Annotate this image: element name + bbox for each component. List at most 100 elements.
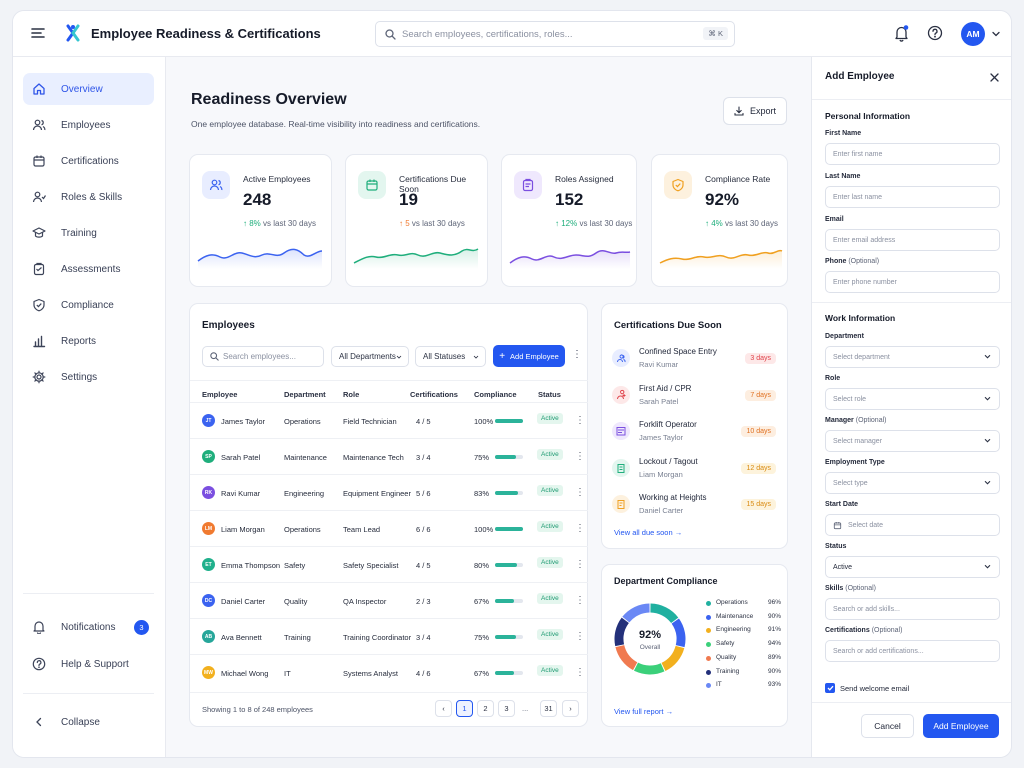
due-list-item[interactable]: Working at Heights Daniel Carter 15 days — [602, 488, 788, 524]
start-date-field[interactable]: Select date — [825, 514, 1000, 536]
role-select[interactable]: Select role — [825, 388, 1000, 410]
first-name-field[interactable]: Enter first name — [825, 143, 1000, 165]
row-actions-icon[interactable]: ⋮ — [575, 415, 585, 426]
row-actions-icon[interactable]: ⋮ — [575, 667, 585, 678]
field-optional-text: (Optional) — [845, 585, 876, 592]
row-actions-icon[interactable]: ⋮ — [575, 487, 585, 498]
page-button-3[interactable]: 3 — [498, 700, 515, 717]
column-header-status[interactable]: Status — [538, 390, 561, 399]
status-filter-select[interactable]: All Statuses — [415, 346, 486, 367]
nav-label: Reports — [61, 335, 97, 347]
table-row[interactable]: ET Emma Thompson Safety Safety Specialist 4 … — [190, 546, 588, 582]
page-button-31[interactable]: 31 — [540, 700, 557, 717]
department-filter-select[interactable]: All Departments — [331, 346, 409, 367]
next-page-button[interactable]: › — [562, 700, 579, 717]
column-header-certifications[interactable]: Certifications — [410, 390, 458, 399]
nav-item-settings[interactable]: Settings — [23, 361, 154, 393]
column-header-compliance[interactable]: Compliance — [474, 390, 517, 399]
cancel-button[interactable]: Cancel — [861, 714, 914, 738]
nav-item-training[interactable]: Training — [23, 217, 154, 249]
stat-value: 248 — [243, 190, 272, 209]
chevron-down-icon[interactable] — [992, 31, 1000, 37]
table-row[interactable]: RK Ravi Kumar Engineering Equipment Enginee… — [190, 474, 588, 510]
employees-search-input[interactable]: Search employees... — [202, 346, 324, 367]
nav-item-reports[interactable]: Reports — [23, 325, 154, 357]
plus-icon: + — [499, 350, 506, 362]
column-header-department[interactable]: Department — [284, 390, 326, 399]
certifications-field[interactable]: Search or add certifications... — [825, 640, 1000, 662]
column-header-role[interactable]: Role — [343, 390, 360, 399]
skills-field[interactable]: Search or add skills... — [825, 598, 1000, 620]
status-select[interactable]: Active — [825, 556, 1000, 578]
manager-select[interactable]: Select manager — [825, 430, 1000, 452]
nav-label: Help & Support — [61, 658, 129, 670]
stat-title: Certifications Due Soon — [399, 174, 467, 194]
close-icon[interactable] — [990, 73, 999, 82]
row-actions-icon[interactable]: ⋮ — [575, 451, 585, 462]
status-label: Status — [825, 543, 846, 550]
bell-icon[interactable] — [894, 25, 909, 42]
row-actions-icon[interactable]: ⋮ — [575, 595, 585, 606]
view-all-due-link[interactable]: View all due soon → — [614, 528, 682, 537]
export-button[interactable]: Export — [723, 97, 787, 125]
employee-department: Quality — [284, 597, 308, 606]
employee-role: Maintenance Tech — [343, 453, 404, 462]
last-name-field[interactable]: Enter last name — [825, 186, 1000, 208]
send-welcome-email-checkbox[interactable] — [825, 683, 835, 693]
view-full-report-link[interactable]: View full report → — [614, 707, 673, 716]
phone-field[interactable]: Enter phone number — [825, 271, 1000, 293]
column-header-employee[interactable]: Employee — [202, 390, 238, 399]
table-row[interactable]: SP Sarah Patel Maintenance Maintenance Tech… — [190, 438, 588, 474]
page-button-2[interactable]: 2 — [477, 700, 494, 717]
arrow-right-icon: → — [674, 528, 683, 537]
page-button-1[interactable]: 1 — [456, 700, 473, 717]
due-list-item[interactable]: Forklift Operator James Taylor 10 days — [602, 415, 788, 451]
field-label-text: Role — [825, 375, 841, 382]
stat-delta-value: 12% — [561, 219, 578, 228]
row-actions-icon[interactable]: ⋮ — [575, 631, 585, 642]
stat-title: Active Employees — [243, 174, 311, 184]
legend-value: 90% — [768, 667, 782, 675]
table-row[interactable]: JT James Taylor Operations Field Technician… — [190, 402, 588, 438]
nav-item-certifications[interactable]: Certifications — [23, 145, 154, 177]
due-days-badge: 15 days — [741, 499, 776, 510]
donut-segment — [661, 645, 685, 671]
due-list-item[interactable]: Confined Space Entry Ravi Kumar 3 days — [602, 342, 788, 378]
field-label-text: First Name — [825, 130, 862, 137]
due-certification-title: Confined Space Entry — [639, 347, 717, 356]
add-employee-button[interactable]: + Add Employee — [493, 345, 565, 367]
help-icon[interactable] — [927, 25, 943, 41]
nav-item-notifications[interactable]: Notifications 3 — [23, 611, 154, 643]
due-list-item[interactable]: Lockout / Tagout Liam Morgan 12 days — [602, 452, 788, 488]
department-select[interactable]: Select department — [825, 346, 1000, 368]
add-employee-submit-button[interactable]: Add Employee — [923, 714, 999, 738]
nav-item-overview[interactable]: Overview — [23, 73, 154, 105]
employee-certifications: 5 / 6 — [416, 489, 431, 498]
user-avatar[interactable]: AM — [961, 22, 985, 46]
arrow-up-icon: ↑ — [243, 219, 247, 228]
table-row[interactable]: DC Daniel Carter Quality QA Inspector 2 / 3 6… — [190, 582, 588, 618]
nav-item-assessments[interactable]: Assessments — [23, 253, 154, 285]
bell-icon — [31, 619, 47, 635]
due-list-item[interactable]: First Aid / CPR Sarah Patel 7 days — [602, 379, 788, 415]
employment-type-select[interactable]: Select type — [825, 472, 1000, 494]
email-field[interactable]: Enter email address — [825, 229, 1000, 251]
prev-page-button[interactable]: ‹ — [435, 700, 452, 717]
legend-swatch — [706, 628, 711, 634]
table-row[interactable]: MW Michael Wong IT Systems Analyst 4 / 6 67% A… — [190, 654, 588, 690]
table-row[interactable]: AB Ava Bennett Training Training Coordinato… — [190, 618, 588, 654]
nav-item-employees[interactable]: Employees — [23, 109, 154, 141]
row-actions-icon[interactable]: ⋮ — [575, 559, 585, 570]
nav-item-help-support[interactable]: Help & Support — [23, 648, 154, 680]
menu-icon[interactable] — [31, 27, 45, 39]
field-label-text: Skills — [825, 585, 844, 592]
global-search-input[interactable]: Search employees, certifications, roles.… — [375, 21, 735, 47]
collapse-button[interactable]: Collapse — [23, 706, 154, 738]
table-row[interactable]: LM Liam Morgan Operations Team Lead 6 / 6 100… — [190, 510, 588, 546]
nav-item-compliance[interactable]: Compliance — [23, 289, 154, 321]
row-actions-icon[interactable]: ⋮ — [575, 523, 585, 534]
stat-delta-value: 4% — [711, 219, 723, 228]
divider — [190, 380, 588, 381]
nav-item-roles-skills[interactable]: Roles & Skills — [23, 181, 154, 213]
more-options-icon[interactable]: ⋮ — [572, 349, 582, 360]
